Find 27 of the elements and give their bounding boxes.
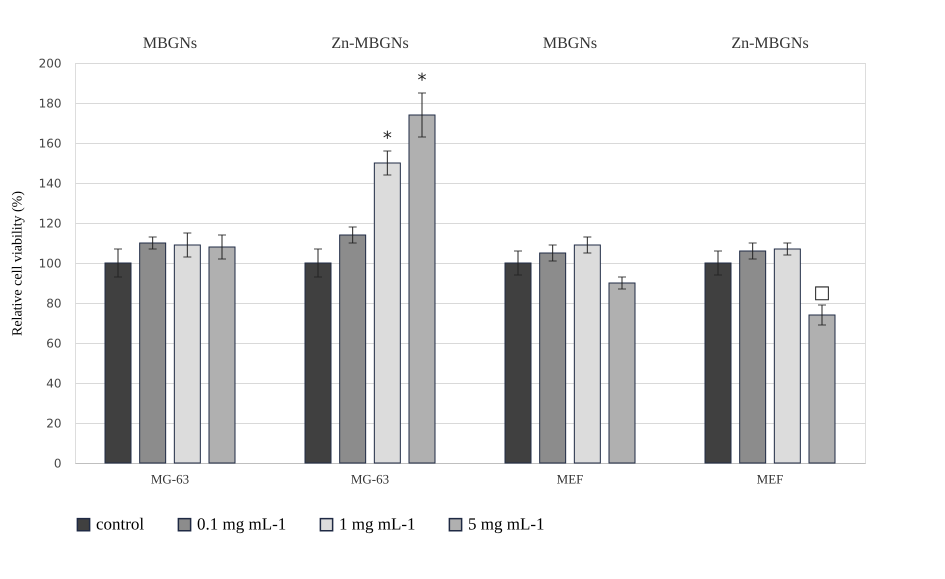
y-tick-label: 200 <box>38 56 62 70</box>
data-label: * <box>418 70 426 91</box>
y-tick-label: 20 <box>46 416 62 430</box>
data-label: * <box>382 128 392 149</box>
y-tick-label: 40 <box>46 376 62 390</box>
legend-label: 0.1 mg mL-1 <box>197 514 286 534</box>
legend-label: 1 mg mL-1 <box>339 514 416 534</box>
legend-label: 5 mg mL-1 <box>468 514 544 534</box>
y-axis-title: Relative cell viability (%) <box>10 190 26 336</box>
y-tick-label: 60 <box>46 336 62 350</box>
y-tick-label: 80 <box>46 296 62 310</box>
text: Zn-MBGNs <box>331 35 409 52</box>
y-tick-label: 120 <box>38 216 62 230</box>
text: MBGNs <box>142 35 198 52</box>
text: Zn-MBGNs <box>731 35 809 52</box>
y-tick-label: 0 <box>54 456 62 470</box>
y-tick-label: 140 <box>38 176 62 190</box>
legend-label: control <box>96 514 144 534</box>
y-tick-label: 100 <box>38 256 62 270</box>
text: MBGNs <box>542 35 598 52</box>
x-tick-label: MG-63 <box>350 472 390 486</box>
y-tick-label: 180 <box>38 96 62 110</box>
x-tick-label: MEF <box>756 472 784 486</box>
x-tick-label: MEF <box>556 472 584 486</box>
x-tick-label: MG-63 <box>150 472 190 486</box>
y-tick-label: 160 <box>38 136 62 150</box>
data-label: □ <box>813 282 831 303</box>
